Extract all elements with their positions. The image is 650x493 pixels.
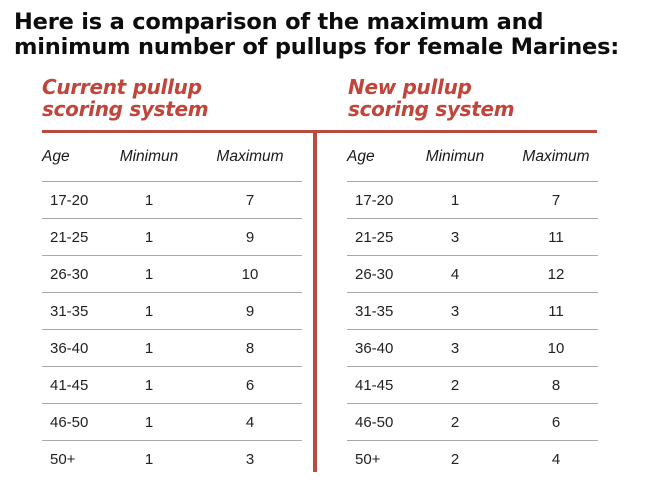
new-cell-maximum: 11 [548,302,564,320]
current-header-minimum: Minimun [119,148,179,165]
new-header-maximum: Maximum [522,148,590,165]
new-header-row: Age Minimun Maximum [347,133,598,182]
current-cell-maximum: 8 [245,339,255,357]
table-row: 41-45 2 8 [347,367,598,404]
new-cell-age: 31-35 [355,302,394,320]
current-cell-minimum: 1 [144,376,154,394]
current-cell-age: 26-30 [50,265,89,283]
new-cell-age: 26-30 [355,265,394,283]
current-cell-minimum: 1 [144,451,154,468]
current-cell-maximum: 9 [245,302,255,320]
new-cell-age: 36-40 [355,339,394,357]
current-cell-age: 46-50 [50,413,89,431]
new-cell-maximum: 6 [551,413,561,431]
center-divider [313,130,317,472]
new-header-minimum: Minimun [425,148,485,165]
table-row: 26-30 1 10 [42,256,302,293]
new-cell-age: 41-45 [355,376,394,394]
table-row: 17-20 1 7 [42,182,302,219]
new-cell-minimum: 3 [450,228,460,246]
new-cell-maximum: 7 [551,191,561,209]
current-cell-minimum: 1 [144,265,154,283]
new-cell-minimum: 3 [450,302,460,320]
new-cell-age: 17-20 [355,191,394,209]
table-row: 26-30 4 12 [347,256,598,293]
new-cell-minimum: 2 [450,451,460,468]
table-row: 50+ 2 4 [347,441,598,478]
current-cell-minimum: 1 [144,339,154,357]
current-cell-age: 50+ [50,451,76,468]
current-cell-maximum: 3 [245,451,255,468]
current-cell-age: 17-20 [50,191,89,209]
table-row: 31-35 3 11 [347,293,598,330]
current-header-row: Age Minimun Maximum [42,133,302,182]
current-cell-maximum: 4 [245,413,255,431]
new-cell-age: 50+ [355,451,381,468]
current-cell-maximum: 9 [245,228,255,246]
new-cell-minimum: 2 [450,376,460,394]
table-row: 36-40 1 8 [42,330,302,367]
new-scoring-table: Age Minimun Maximum 17-20 1 7 21-25 3 11 26-30 4 12… [347,133,598,478]
current-cell-age: 31-35 [50,302,89,320]
table-row: 21-25 3 11 [347,219,598,256]
current-cell-age: 41-45 [50,376,89,394]
current-cell-maximum: 6 [245,376,255,394]
new-cell-minimum: 3 [450,339,460,357]
table-row: 21-25 1 9 [42,219,302,256]
current-header-maximum: Maximum [216,148,284,165]
current-cell-minimum: 1 [144,302,154,320]
current-cell-minimum: 1 [144,413,154,431]
table-row: 50+ 1 3 [42,441,302,478]
current-system-heading: Current pullup scoring system [42,75,209,121]
new-system-heading: New pullup scoring system [348,75,515,121]
new-cell-minimum: 4 [450,265,460,283]
new-cell-maximum: 4 [551,451,561,468]
new-cell-minimum: 1 [450,191,460,209]
current-cell-minimum: 1 [144,191,154,209]
current-scoring-table: Age Minimun Maximum 17-20 1 7 21-25 1 9 26-30 1 10 3… [42,133,302,478]
current-cell-maximum: 7 [245,191,255,209]
current-cell-age: 36-40 [50,339,89,357]
table-row: 17-20 1 7 [347,182,598,219]
current-cell-maximum: 10 [241,265,259,283]
table-row: 31-35 1 9 [42,293,302,330]
new-cell-age: 46-50 [355,413,394,431]
table-row: 36-40 3 10 [347,330,598,367]
table-row: 46-50 2 6 [347,404,598,441]
new-header-age: Age [347,148,375,165]
new-cell-age: 21-25 [355,228,394,246]
new-cell-maximum: 10 [547,339,565,357]
page-title: Here is a comparison of the maximum and … [14,9,620,60]
current-cell-age: 21-25 [50,228,89,246]
table-row: 46-50 1 4 [42,404,302,441]
current-header-age: Age [42,148,70,165]
new-cell-maximum: 8 [551,376,561,394]
current-cell-minimum: 1 [144,228,154,246]
new-cell-maximum: 12 [547,265,565,283]
new-cell-maximum: 11 [548,228,564,246]
top-rule [42,130,597,133]
table-row: 41-45 1 6 [42,367,302,404]
new-cell-minimum: 2 [450,413,460,431]
